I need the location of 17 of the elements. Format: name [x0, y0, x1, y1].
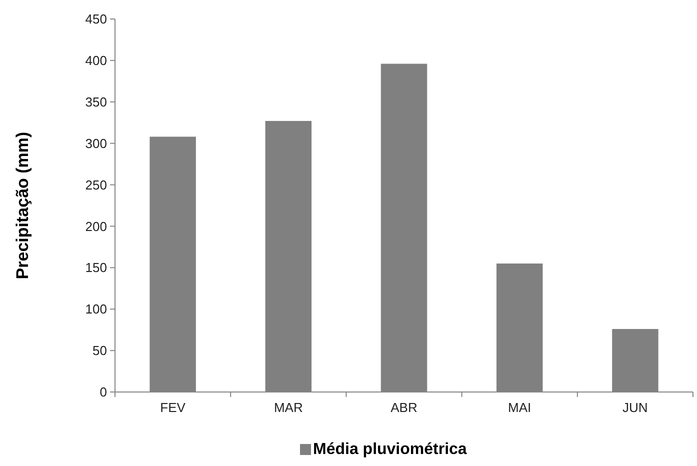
y-axis-title: Precipitação (mm)	[13, 132, 32, 280]
x-tick-label: MAR	[274, 400, 303, 415]
x-tick-label: FEV	[160, 400, 186, 415]
y-tick-label: 250	[85, 177, 107, 192]
y-tick-label: 150	[85, 260, 107, 276]
y-tick-label: 0	[100, 384, 107, 400]
legend-label: Média pluviométrica	[313, 441, 467, 458]
x-tick-label: ABR	[390, 400, 418, 415]
y-tick-label: 450	[85, 12, 107, 27]
y-tick-label: 100	[85, 302, 107, 317]
y-tick-label: 350	[85, 94, 107, 110]
y-tick-label: 300	[85, 136, 107, 151]
x-tick-label: MAI	[508, 400, 532, 415]
y-tick-label: 200	[85, 218, 107, 234]
x-tick-label: JUN	[622, 400, 648, 415]
y-tick-label: 400	[85, 52, 107, 68]
y-tick-label: 50	[92, 343, 107, 358]
